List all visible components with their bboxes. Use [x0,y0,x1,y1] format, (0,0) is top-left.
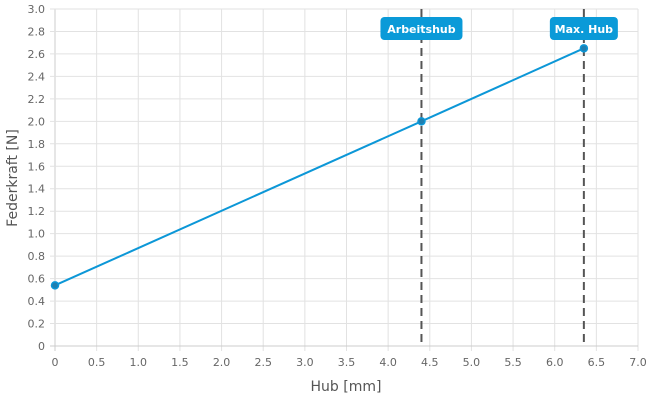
x-tick-label: 7.0 [629,356,647,369]
annotation-label: Max. Hub [555,23,614,36]
y-tick-label: 1.0 [28,228,46,241]
y-tick-label: 3.0 [28,3,46,16]
x-tick-label: 3.0 [296,356,314,369]
y-tick-label: 2.0 [28,115,46,128]
y-tick-label: 0 [38,340,45,353]
x-tick-label: 1.0 [130,356,148,369]
x-tick-label: 5.0 [463,356,481,369]
y-tick-label: 2.4 [28,70,46,83]
x-tick-label: 2.5 [254,356,272,369]
x-tick-label: 5.5 [504,356,522,369]
y-axis-label: Federkraft [N] [5,129,21,227]
y-tick-label: 0.4 [28,295,46,308]
x-tick-label: 3.5 [338,356,356,369]
data-point [579,44,589,53]
y-axis-ticks: 0 0.2 0.4 0.6 0.8 1.0 1.2 1.4 1.6 1.8 2.0 2.2 2.4 2.6… [28,3,46,353]
series-line [54,47,585,287]
y-tick-label: 2.6 [28,48,46,61]
annotation-badge [380,17,463,40]
x-tick-label: 6.0 [546,356,564,369]
y-tick-label: 2.2 [28,93,46,106]
y-tick-label: 1.4 [28,183,46,196]
x-tick-label: 4.0 [379,356,397,369]
y-tick-label: 0.2 [28,318,46,331]
x-axis-label: Hub [mm] [311,379,382,395]
grid [50,8,639,351]
y-tick-label: 1.6 [28,160,46,173]
y-tick-label: 1.8 [28,138,46,151]
y-tick-label: 1.2 [28,205,46,218]
annotations: Arbeitshub Max. Hub [380,9,618,346]
x-tick-label: 1.5 [171,356,189,369]
x-axis-ticks: 0 0.5 1.0 1.5 2.0 2.5 3.0 3.5 4.0 4.5 5.0 5.5 6.0 6.5… [52,356,647,369]
series [50,44,589,290]
x-tick-label: 4.5 [421,356,439,369]
data-point [417,117,426,126]
y-tick-label: 2.8 [28,25,46,38]
annotation-label: Arbeitshub [387,23,456,36]
annotation-badge [549,17,618,40]
x-tick-label: 2.0 [213,356,231,369]
x-tick-label: 0 [52,356,59,369]
data-point [50,281,60,290]
x-tick-label: 6.5 [588,356,606,369]
y-tick-label: 0.6 [28,273,46,286]
y-tick-label: 0.8 [28,250,46,263]
x-tick-label: 0.5 [88,356,106,369]
